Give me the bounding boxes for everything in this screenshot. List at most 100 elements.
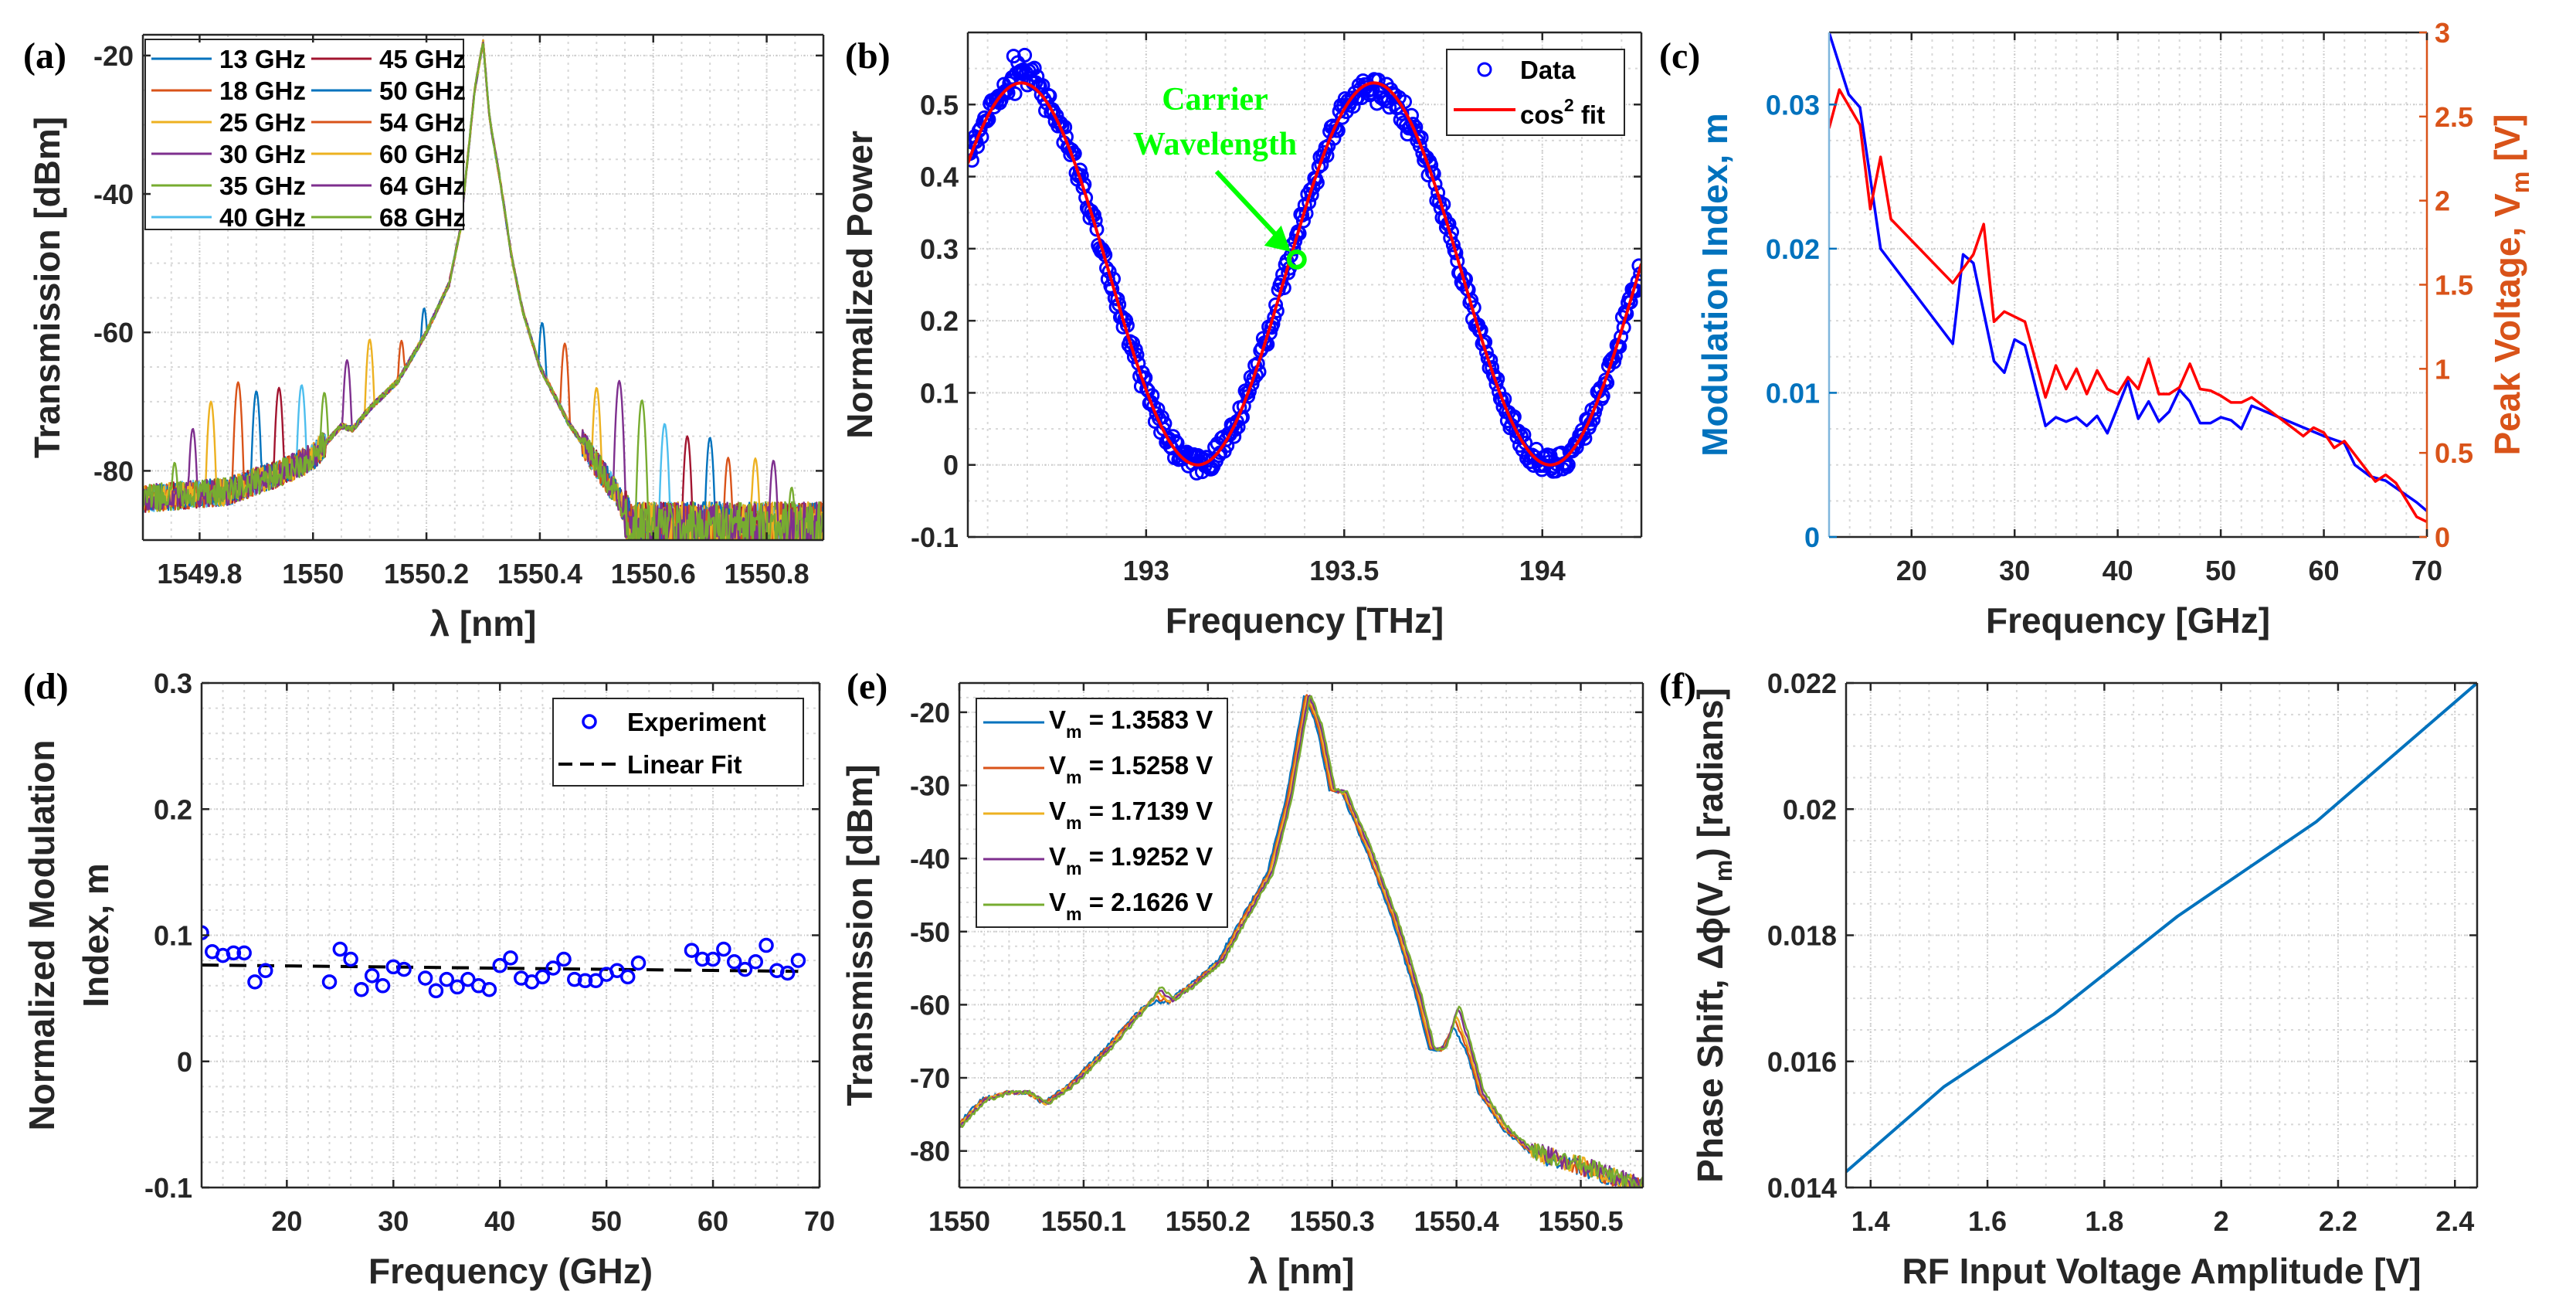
legend-label: 13 GHz (219, 45, 306, 73)
label-segment: = 1.3583 V (1082, 705, 1213, 734)
peak-voltage-line (1829, 88, 2427, 523)
panel-label: (b) (845, 36, 891, 76)
legend: Experiment Linear Fit (552, 698, 804, 787)
series-line-68ghz (143, 42, 823, 540)
data-point (1007, 86, 1023, 101)
label-segment: Modulation Index, m (1695, 113, 1735, 457)
label-segment: m (1066, 813, 1082, 833)
label-segment: V (1049, 751, 1066, 780)
label-segment: V (1049, 842, 1066, 871)
experiment-point (577, 973, 593, 989)
grid (1846, 682, 2477, 1188)
experiment-point (450, 979, 465, 995)
experiment-point (694, 951, 711, 967)
y-tick-label: 0.022 (1767, 668, 1837, 699)
y-tick-label: 0.5 (920, 89, 959, 121)
annotation-text: Wavelength (1133, 127, 1297, 162)
x-axis-label: Frequency (GHz) (368, 1251, 653, 1291)
y-tick-label: 0.016 (1767, 1046, 1837, 1078)
legend-box (144, 39, 464, 230)
panel-label: (d) (23, 666, 69, 707)
carrier-point (1286, 249, 1307, 270)
data-point (1027, 60, 1042, 76)
experiment-point (503, 950, 518, 966)
experiment-point (236, 945, 252, 961)
legend: Vm = 1.3583 VVm = 1.5258 VVm = 1.7139 VV… (976, 698, 1228, 928)
experiment-point (202, 925, 209, 940)
plot-area (202, 925, 806, 999)
experiment-point (588, 973, 604, 989)
label-segment: ) [radians] (1690, 688, 1730, 859)
plot-area (1829, 32, 2427, 523)
axes-frame: Vm = 1.3583 VVm = 1.5258 VVm = 1.7139 VV… (840, 666, 1644, 1291)
x-tick-label: 1550.5 (1538, 1205, 1623, 1237)
experiment-point (428, 983, 444, 999)
experiment-point (684, 943, 700, 958)
data-point (1448, 245, 1464, 260)
experiment-point (630, 955, 647, 971)
y-tick-label: 0.014 (1767, 1172, 1837, 1204)
legend-label: 18 GHz (219, 76, 306, 105)
y-tick-label: 0 (177, 1046, 192, 1078)
y-tick-label: -0.1 (144, 1172, 192, 1204)
legend-label: Vm = 1.9252 V (1049, 842, 1213, 878)
legend-label: 25 GHz (219, 108, 306, 137)
y-axis-label: Phase Shift, Δϕ(Vm) [radians] (1690, 688, 1737, 1183)
x-tick-label: 1550.3 (1290, 1205, 1375, 1237)
experiment-point (748, 954, 763, 970)
panel-label: (c) (1659, 36, 1700, 76)
legend-label: Experiment (627, 708, 766, 736)
legend-label: Linear Fit (627, 750, 742, 779)
legend-box (1446, 49, 1625, 136)
experiment-point (258, 963, 273, 978)
legend-marker (1477, 62, 1492, 77)
label-segment: m (1709, 860, 1737, 882)
experiment-point (226, 945, 242, 961)
experiment-point (716, 941, 731, 957)
experiment-point (354, 981, 369, 997)
y-tick-label: -20 (93, 40, 134, 72)
experiment-point (460, 971, 476, 987)
x-tick-label: 1550.1 (1041, 1205, 1126, 1237)
label-segment: = 2.1626 V (1082, 888, 1213, 916)
y-tick-label: -60 (93, 317, 134, 348)
y-tick-label: 0.02 (1783, 793, 1837, 825)
experiment-point (364, 967, 380, 984)
experiment-point (779, 965, 796, 981)
x-tick-label: 1550.4 (497, 558, 582, 590)
y-tick-label: 0.01 (1766, 377, 1820, 409)
legend-marker (582, 714, 597, 729)
x-tick-label: 1.4 (1851, 1205, 1890, 1237)
label-segment: V (1049, 888, 1066, 916)
experiment-point (737, 961, 753, 977)
x-tick-label: 2.2 (2319, 1205, 2357, 1237)
axes-frame: Carrier Wavelength Data cos2 fit 193 193.5 194… (840, 31, 1643, 641)
y-tick-label: 0.1 (920, 377, 959, 409)
y-right-tick-label: 1.5 (2435, 270, 2473, 301)
plot-area (959, 694, 1643, 1188)
x-tick-label: 60 (697, 1205, 728, 1237)
panel-b: Carrier Wavelength Data cos2 fit 193 193.5 194… (840, 31, 1643, 641)
y-right-tick-label: 2 (2435, 185, 2450, 217)
experiment-point (343, 951, 358, 967)
x-tick-label: 193.5 (1309, 555, 1379, 586)
modulation-index-line (1829, 32, 2427, 512)
experiment-point (705, 951, 721, 967)
x-tick-label: 40 (484, 1205, 515, 1237)
y-tick-label: 0.3 (154, 668, 192, 699)
y-tick-label: 0.02 (1766, 233, 1820, 265)
experiment-point (375, 978, 391, 994)
x-tick-label: 70 (2411, 555, 2442, 586)
y-right-tick-label: 0 (2435, 522, 2450, 553)
x-tick-label: 70 (804, 1205, 835, 1237)
plot-area (968, 47, 1641, 481)
x-tick-label: 1550.4 (1414, 1205, 1499, 1237)
experiment-point (759, 937, 774, 953)
legend-label: 30 GHz (219, 140, 306, 168)
label-segment: V (1049, 797, 1066, 825)
label-segment: m (1066, 722, 1082, 742)
legend-label: 60 GHz (379, 140, 466, 168)
y-tick-label: -30 (910, 770, 950, 801)
experiment-point (790, 953, 806, 968)
